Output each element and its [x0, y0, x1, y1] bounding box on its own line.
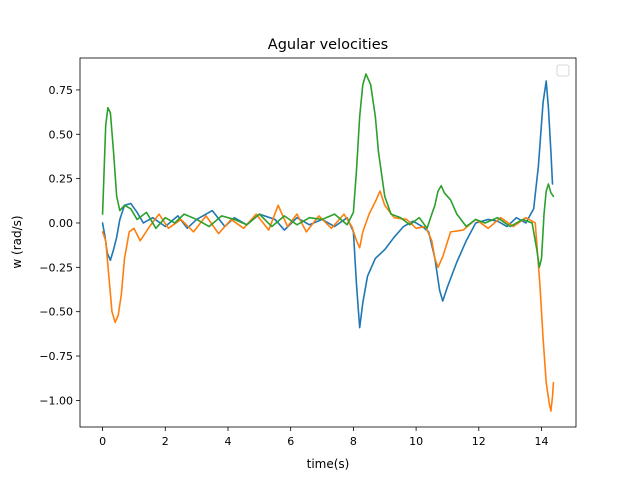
x-tick-label: 2	[162, 435, 169, 448]
series-layer	[101, 73, 555, 412]
y-tick-label: 0.50	[49, 128, 74, 141]
y-axis-label: w (rad/s)	[10, 215, 24, 268]
y-tick-label: 0.75	[49, 84, 74, 97]
x-tick-label: 0	[99, 435, 106, 448]
x-tick-label: 4	[224, 435, 231, 448]
y-tick-label: −0.75	[39, 350, 73, 363]
series-line-2	[101, 190, 555, 412]
x-tick-label: 6	[287, 435, 294, 448]
y-tick-label: 0.00	[49, 217, 74, 230]
chart-title: Agular velocities	[268, 37, 388, 53]
plot-frame	[79, 57, 577, 428]
x-tick-label: 12	[472, 435, 486, 448]
x-tick-label: 14	[535, 435, 549, 448]
x-tick-label: 10	[409, 435, 423, 448]
y-tick-label: −1.00	[39, 394, 73, 407]
x-axis-label: time(s)	[307, 457, 350, 471]
legend-box	[556, 64, 570, 77]
series-line-3	[101, 73, 555, 269]
y-tick-label: −0.25	[39, 261, 73, 274]
x-tick-label: 8	[350, 435, 357, 448]
y-tick-label: −0.50	[39, 306, 73, 319]
tick-layer: 0 2 4 6 8 10 12 14 0.75 0.50 0.25 0.00 −0.25 −0.50 −0.…	[39, 84, 548, 448]
series-line-1	[101, 80, 554, 329]
y-tick-label: 0.25	[49, 173, 74, 186]
